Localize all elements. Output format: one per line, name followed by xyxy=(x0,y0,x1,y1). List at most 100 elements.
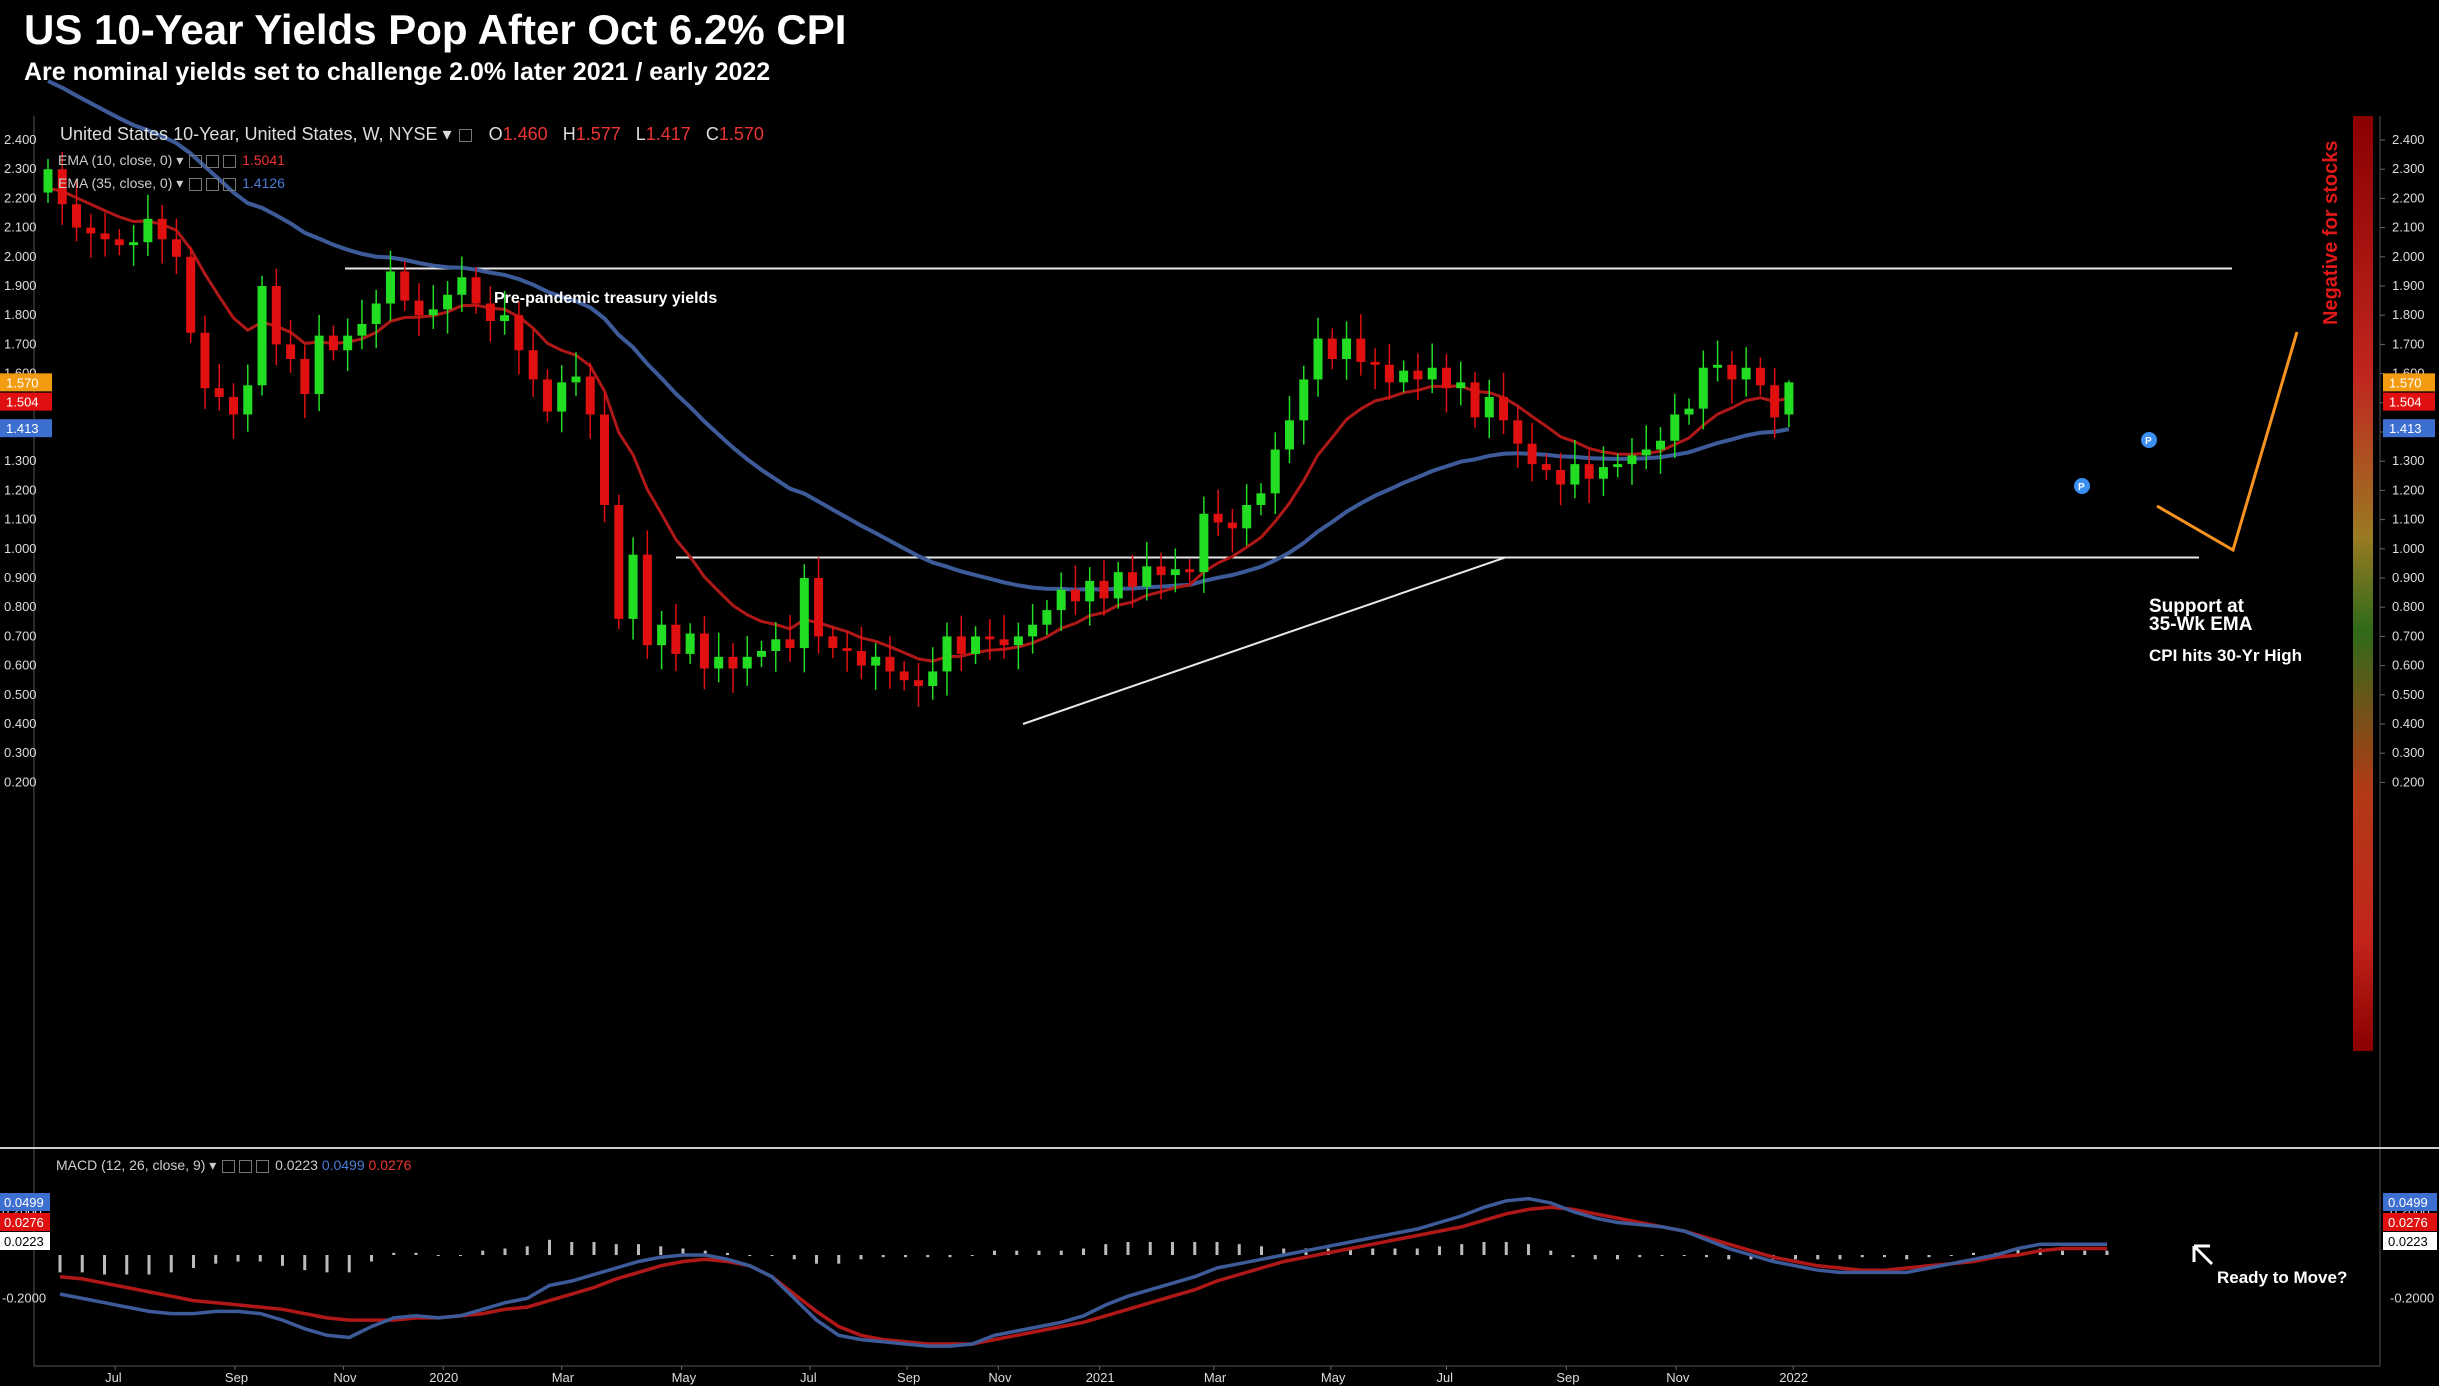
candle-body xyxy=(600,414,610,505)
price-tag-left xyxy=(0,392,52,411)
macd-hist-bar xyxy=(1438,1246,1441,1255)
visibility-icon[interactable] xyxy=(189,154,203,168)
candle-body xyxy=(885,656,895,672)
y-tick-right: 0.500 xyxy=(2392,687,2425,702)
candle-body xyxy=(828,636,838,649)
y-tick-right: 2.400 xyxy=(2392,132,2425,147)
candle-body xyxy=(856,651,866,666)
macd-hist-bar xyxy=(1949,1255,1953,1256)
candle-body xyxy=(913,680,923,687)
macd-hist-bar xyxy=(1349,1248,1352,1255)
macd-hist-bar xyxy=(2061,1250,2064,1255)
candle-body xyxy=(785,639,795,649)
macd-hist-bar xyxy=(169,1255,173,1273)
candle-body xyxy=(799,578,809,649)
macd-tick-right: -0.2000 xyxy=(2390,1290,2434,1305)
macd-hist-bar xyxy=(681,1248,685,1255)
visibility-icon[interactable] xyxy=(458,128,472,142)
candle-body xyxy=(1142,566,1152,587)
open-value: 1.460 xyxy=(502,124,548,144)
macd-hist-bar xyxy=(258,1255,262,1262)
candle-body xyxy=(742,656,752,669)
macd-hist-bar xyxy=(392,1252,396,1255)
close-icon[interactable] xyxy=(256,1159,270,1173)
page-title: US 10-Year Yields Pop After Oct 6.2% CPI xyxy=(24,6,847,53)
macd-hist-bar xyxy=(703,1250,707,1255)
price-tag-left-text: 1.413 xyxy=(6,421,39,436)
macd-hist-bar xyxy=(236,1255,240,1262)
ema35-legend[interactable]: EMA (35, close, 0) ▾ 1.4126 xyxy=(58,175,285,191)
macd-hist-bar xyxy=(1460,1244,1464,1255)
macd-hist-bar xyxy=(2105,1250,2109,1255)
x-tick: May xyxy=(1321,1370,1346,1385)
macd-hist-bar xyxy=(770,1255,774,1256)
p-marker xyxy=(2074,478,2090,494)
close-icon[interactable] xyxy=(223,177,237,191)
price-tag-right xyxy=(2383,392,2435,411)
candle-body xyxy=(871,656,881,666)
visibility-icon[interactable] xyxy=(222,1159,236,1173)
candle-body xyxy=(1470,382,1480,418)
candle-body xyxy=(728,656,738,669)
candle-body xyxy=(300,359,310,395)
price-tag-right-text: 1.504 xyxy=(2389,395,2422,410)
ema10-value: 1.5041 xyxy=(242,152,285,168)
macd-tag-left xyxy=(0,1232,50,1250)
y-tick-right: 1.800 xyxy=(2392,307,2425,322)
candle-body xyxy=(57,169,67,205)
macd-hist-bar xyxy=(1682,1255,1686,1256)
macd-legend[interactable]: MACD (12, 26, close, 9) ▾ 0.0223 0.0499 … xyxy=(56,1157,412,1173)
candle-body xyxy=(1727,364,1737,380)
candle-body xyxy=(200,332,210,389)
settings-icon[interactable] xyxy=(206,154,220,168)
candle-body xyxy=(1270,449,1280,494)
macd-tag-left xyxy=(0,1213,50,1231)
candle-body xyxy=(699,633,709,669)
macd-hist-bar xyxy=(1527,1244,1530,1255)
visibility-icon[interactable] xyxy=(189,177,203,191)
candle-body xyxy=(1556,469,1566,485)
y-tick-left: 0.300 xyxy=(4,745,37,760)
candle-body xyxy=(928,671,938,687)
candle-body xyxy=(385,271,395,304)
y-tick-left: 1.100 xyxy=(4,512,37,527)
y-tick-left: 0.900 xyxy=(4,570,37,585)
x-tick: Nov xyxy=(333,1370,357,1385)
candle-body xyxy=(1670,414,1680,441)
p-marker xyxy=(2141,432,2157,448)
chart-background xyxy=(0,116,2439,1386)
candle-body xyxy=(357,323,367,336)
y-tick-left: 2.100 xyxy=(4,220,37,235)
macd-hist-bar xyxy=(147,1255,151,1275)
symbol-legend[interactable]: United States 10-Year, United States, W,… xyxy=(60,124,764,144)
macd-hist-bar xyxy=(993,1250,996,1255)
close-label: C xyxy=(705,124,719,144)
close-icon[interactable] xyxy=(223,154,237,168)
macd-hist-bar xyxy=(970,1255,974,1256)
close-value: 1.570 xyxy=(718,124,764,144)
macd-hist-bar xyxy=(859,1255,863,1260)
candle-body xyxy=(1356,338,1366,362)
candle-body xyxy=(1113,572,1123,599)
macd-hist-bar xyxy=(1571,1255,1575,1258)
macd-histogram xyxy=(58,1239,2109,1275)
settings-icon[interactable] xyxy=(206,177,220,191)
candle-body xyxy=(557,382,567,412)
candle-body xyxy=(114,239,124,246)
y-tick-left: 1.200 xyxy=(4,482,37,497)
candle-body xyxy=(1784,382,1794,415)
y-tick-left: 1.900 xyxy=(4,278,37,293)
ema10-legend[interactable]: EMA (10, close, 0) ▾ 1.5041 xyxy=(58,152,285,168)
candle-body xyxy=(314,335,324,395)
candle-body xyxy=(500,315,510,322)
macd-hist-bar xyxy=(926,1255,930,1258)
candle-body xyxy=(842,648,852,651)
candle-body xyxy=(1456,382,1466,389)
y-tick-right: 0.300 xyxy=(2392,745,2425,760)
macd-hist-bar xyxy=(614,1244,618,1255)
price-tag-right-text: 1.570 xyxy=(2389,375,2422,390)
candle-body xyxy=(1598,467,1608,479)
candle-body xyxy=(343,335,353,351)
settings-icon[interactable] xyxy=(239,1159,253,1173)
